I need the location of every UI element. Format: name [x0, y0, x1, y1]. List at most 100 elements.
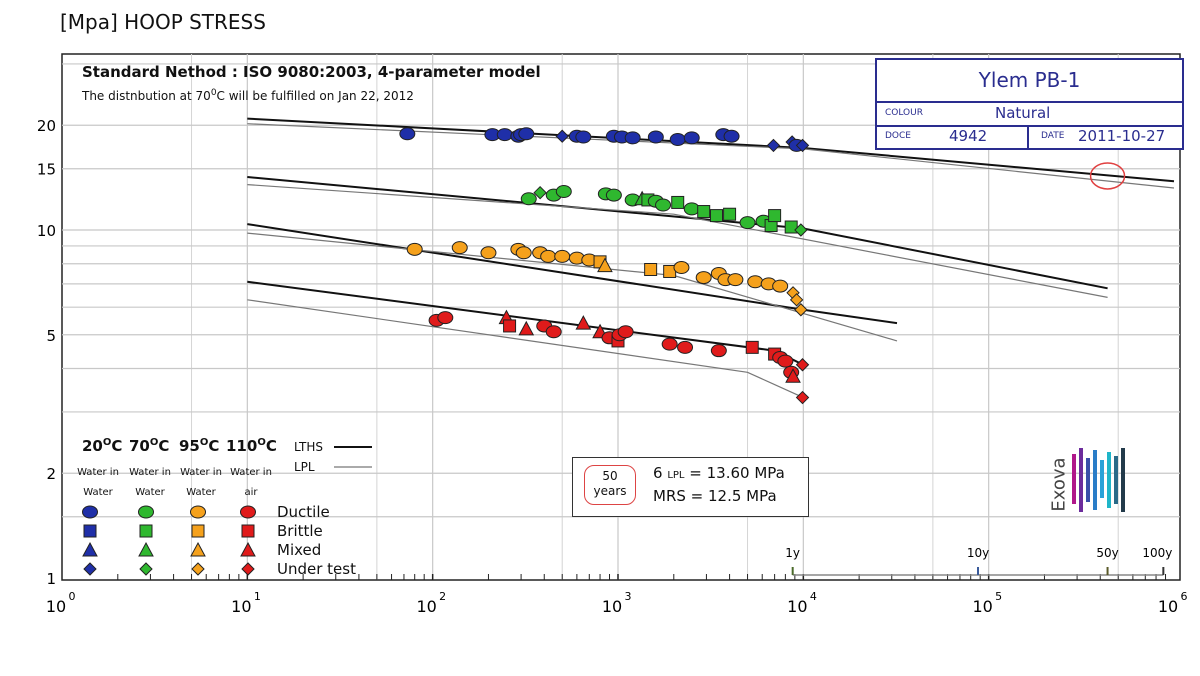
legend-symbol-110c-under	[241, 562, 255, 576]
logo-bar	[1072, 454, 1076, 504]
time-mark-label: 50y	[1096, 546, 1118, 560]
legend-lpl-label: LPL	[294, 460, 315, 474]
data-point-110c-ductile	[710, 344, 727, 358]
y-tick-label: 5	[46, 327, 56, 345]
legend-type-under-test: Under test	[277, 560, 356, 578]
time-mark-label: 10y	[967, 546, 989, 560]
data-point-20c-ductile	[723, 129, 740, 143]
data-point-70c-brittle	[723, 207, 737, 221]
logo-bar	[1086, 458, 1090, 502]
distribution-note: The distnbution at 700C will be fulfille…	[82, 88, 414, 103]
x-tick-exponent: 0	[69, 590, 76, 603]
data-point-95c-brittle	[644, 263, 658, 277]
y-tick-label: 2	[46, 465, 56, 483]
y-tick-label: 15	[37, 161, 56, 179]
y-tick-label: 1	[46, 570, 56, 588]
data-point-95c-ductile	[747, 275, 764, 289]
lpl-value: 6 LPL = 13.60 MPa	[653, 464, 785, 482]
highlight-circle-50y	[1089, 162, 1126, 190]
legend-symbol-95c-ductile	[190, 505, 206, 519]
data-point-110c-ductile	[661, 337, 678, 351]
data-point-95c-ductile	[673, 261, 690, 275]
data-point-20c-ductile	[669, 132, 686, 146]
legend-temp-110-value: 110	[226, 437, 258, 455]
chart-title: [Mpa] HOOP STRESS	[60, 10, 266, 34]
row-divider	[1027, 126, 1029, 148]
data-point-70c-ductile	[520, 192, 537, 206]
data-point-95c-ductile	[772, 279, 789, 293]
legend-symbol-95c-under	[191, 562, 205, 576]
data-point-20c-ductile	[647, 130, 664, 144]
mrs-summary-box: 50 years 6 LPL = 13.60 MPa MRS = 12.5 MPa	[572, 457, 809, 517]
data-point-70c-brittle	[768, 209, 782, 223]
legend-symbol-70c-ductile	[138, 505, 154, 519]
legend-temp-110-degree: O	[257, 437, 266, 448]
x-tick-exponent: 2	[439, 590, 446, 603]
data-point-110c-mixed	[575, 315, 592, 330]
legend-env-110: Water in air	[226, 463, 276, 503]
x-tick-label: 10	[231, 597, 251, 616]
legend-type-ductile: Ductile	[277, 503, 330, 521]
x-tick-exponent: 4	[810, 590, 817, 603]
x-tick-exponent: 1	[254, 590, 261, 603]
data-point-110c-brittle	[745, 340, 759, 354]
legend-symbol-70c-under	[139, 562, 153, 576]
x-tick-label: 10	[46, 597, 66, 616]
years-badge: 50 years	[584, 465, 636, 505]
data-point-70c-brittle	[710, 209, 724, 223]
distribution-note-post: C will be fulfilled on Jan 22, 2012	[216, 89, 414, 103]
legend-env-95: Water in Water	[176, 463, 226, 503]
method-heading: Standard Nethod : ISO 9080:2003, 4-param…	[82, 63, 541, 81]
legend-env-70-line2: Water	[135, 487, 165, 498]
data-point-70c-brittle	[697, 205, 711, 219]
legend-env-20-line2: Water	[83, 487, 113, 498]
data-point-20c-under	[766, 138, 781, 153]
time-mark-label: 100y	[1142, 546, 1172, 560]
data-point-20c-ductile	[518, 127, 535, 141]
data-point-70c-ductile	[605, 188, 622, 202]
lpl-line	[247, 184, 1108, 298]
data-point-110c-under	[795, 390, 810, 405]
legend-type-mixed: Mixed	[277, 541, 322, 559]
data-point-110c-ductile	[617, 325, 634, 339]
legend-temp-110: 110OC	[226, 437, 277, 455]
doce-label: DOCE	[885, 131, 911, 141]
data-point-110c-brittle	[503, 319, 517, 333]
x-tick-exponent: 6	[1181, 590, 1188, 603]
legend-symbol-95c-mixed	[190, 541, 206, 557]
legend-env-20-line1: Water in	[77, 467, 119, 478]
data-point-95c-ductile	[406, 242, 423, 256]
legend-env-20: Water in Water	[73, 463, 123, 503]
legend-symbol-110c-mixed	[240, 541, 256, 557]
date-value: 2011-10-27	[1078, 127, 1166, 145]
legend-symbol-110c-brittle	[241, 524, 255, 538]
data-point-110c-ductile	[545, 325, 562, 339]
data-point-95c-ductile	[515, 246, 532, 260]
data-point-70c-ductile	[555, 185, 572, 199]
data-point-70c-ductile	[655, 198, 672, 212]
data-point-110c-mixed	[518, 320, 535, 336]
legend-temp-20-value: 20	[82, 437, 103, 455]
distribution-note-pre: The distnbution at 70	[82, 89, 211, 103]
legend-symbol-20c-under	[83, 562, 97, 576]
lpl-line	[247, 299, 804, 399]
x-tick-label: 10	[602, 597, 622, 616]
x-tick-exponent: 3	[625, 590, 632, 603]
legend-env-95-line2: Water	[186, 487, 216, 498]
data-point-95c-ductile	[727, 273, 744, 287]
legend-symbol-70c-brittle	[139, 524, 153, 538]
legend-symbol-20c-ductile	[82, 505, 98, 519]
colour-row: COLOUR Natural	[877, 103, 1182, 127]
time-mark-label: 1y	[785, 546, 800, 560]
legend-temp-95-value: 95	[179, 437, 200, 455]
lpl-symbol: 6	[653, 464, 663, 482]
y-tick-label: 20	[37, 117, 56, 135]
x-tick-label: 10	[1158, 597, 1178, 616]
legend-env-110-line1: Water in	[230, 467, 272, 478]
legend-temp-110-unit: C	[265, 437, 277, 455]
data-point-20c-ductile	[683, 131, 700, 145]
legend-symbol-70c-mixed	[138, 541, 154, 557]
data-point-110c-ductile	[777, 354, 794, 368]
lpl-subscript: LPL	[667, 470, 685, 481]
data-point-70c-ductile	[739, 216, 756, 230]
